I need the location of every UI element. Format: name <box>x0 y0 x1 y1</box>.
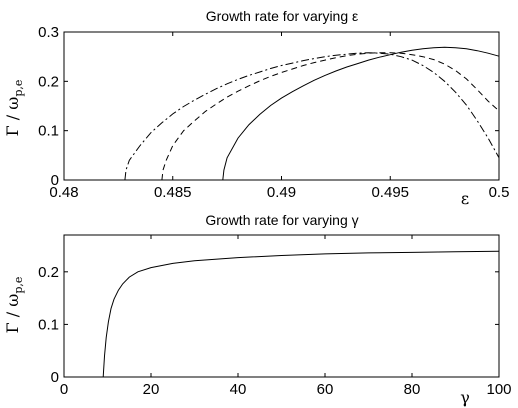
y-axis-label: Γ / ωp,e <box>3 277 25 334</box>
y-tick-label: 0.3 <box>38 24 59 41</box>
x-tick-label: 0.495 <box>371 184 409 201</box>
x-tick-label: 0.485 <box>154 184 192 201</box>
chart-title: Growth rate for varying ε <box>206 8 359 24</box>
ticks-group: 0 20 40 60 80 100 0 0.1 0.2 <box>38 235 512 398</box>
y-tick-label: 0.2 <box>38 264 59 281</box>
y-tick-label: 0.1 <box>38 123 59 140</box>
x-tick-label: 0 <box>60 381 68 398</box>
x-tick-label: 0.49 <box>267 184 296 201</box>
y-tick-label: 0.1 <box>38 316 59 333</box>
plot-frame <box>63 31 500 181</box>
x-axis-label: γ <box>460 388 470 407</box>
x-tick-label: 60 <box>317 381 334 398</box>
svg-text:Γ / ωp,e: Γ / ωp,e <box>3 277 25 334</box>
ticks-group: 0.48 0.485 0.49 0.495 0.5 0 0.1 0.2 0.3 <box>38 24 509 201</box>
x-tick-label: 100 <box>486 381 511 398</box>
y-axis-label-sub: p,e <box>12 277 25 294</box>
y-axis-label-sub: p,e <box>12 80 25 97</box>
svg-text:Γ / ωp,e: Γ / ωp,e <box>3 80 25 137</box>
x-axis-label: ε <box>461 189 469 208</box>
series-group <box>102 250 500 378</box>
y-axis-label: Γ / ωp,e <box>3 80 25 137</box>
chart-title: Growth rate for varying γ <box>205 212 358 228</box>
x-tick-label: 40 <box>230 381 247 398</box>
y-tick-label: 0 <box>51 369 59 386</box>
y-axis-label-main: Γ / ω <box>3 294 22 334</box>
chart-gamma: Growth rate for varying γ Γ / ωp,e γ 0 20… <box>3 212 512 407</box>
plot-frame <box>63 234 500 378</box>
series-group <box>124 46 500 181</box>
y-tick-label: 0 <box>51 172 59 189</box>
series-line-dashdot <box>124 52 500 181</box>
x-tick-label: 0.48 <box>49 184 78 201</box>
series-line-solid <box>102 250 500 378</box>
x-tick-label: 0.5 <box>489 184 510 201</box>
y-tick-label: 0.2 <box>38 73 59 90</box>
x-tick-label: 20 <box>143 381 160 398</box>
y-axis-label-main: Γ / ω <box>3 97 22 137</box>
series-line-solid <box>222 46 500 181</box>
series-line-dashed <box>161 52 500 181</box>
chart-eps: Growth rate for varying ε Γ / ωp,e ε 0.4… <box>3 8 509 208</box>
x-tick-label: 80 <box>404 381 421 398</box>
